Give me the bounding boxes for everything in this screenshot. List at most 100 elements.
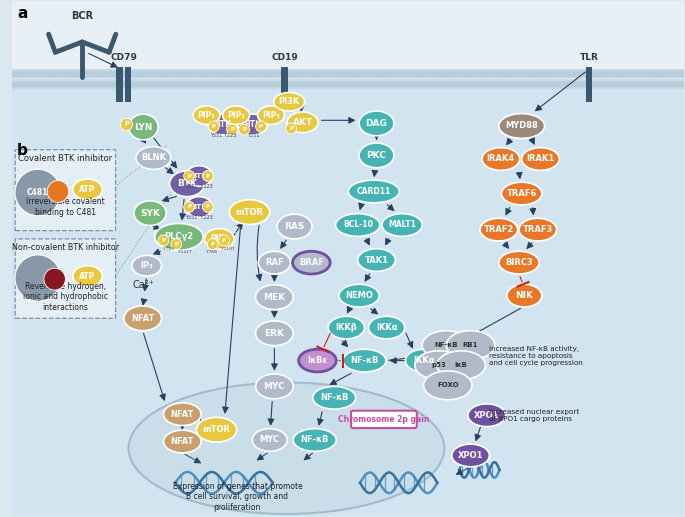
- Circle shape: [366, 81, 375, 89]
- Circle shape: [401, 81, 409, 89]
- Text: PKC: PKC: [366, 151, 386, 160]
- Bar: [12, 1, 684, 86]
- Ellipse shape: [452, 444, 489, 467]
- Circle shape: [52, 70, 60, 79]
- Circle shape: [484, 70, 493, 79]
- Circle shape: [126, 70, 134, 79]
- Circle shape: [396, 81, 404, 89]
- Circle shape: [494, 81, 502, 89]
- Ellipse shape: [134, 201, 166, 225]
- Circle shape: [381, 70, 389, 79]
- Circle shape: [464, 70, 473, 79]
- Circle shape: [543, 70, 551, 79]
- Circle shape: [214, 70, 223, 79]
- Text: BCR: BCR: [71, 11, 93, 21]
- Text: NFAT: NFAT: [131, 314, 154, 323]
- Circle shape: [567, 70, 575, 79]
- Text: P: P: [174, 241, 178, 247]
- Ellipse shape: [501, 182, 542, 205]
- Circle shape: [77, 70, 85, 79]
- Circle shape: [538, 70, 546, 79]
- Circle shape: [489, 81, 497, 89]
- Text: IKKβ: IKKβ: [336, 323, 357, 332]
- Ellipse shape: [258, 251, 290, 274]
- Text: MYC: MYC: [260, 435, 279, 445]
- Circle shape: [136, 81, 144, 89]
- Circle shape: [651, 81, 659, 89]
- Text: CD79: CD79: [110, 53, 137, 62]
- Circle shape: [371, 81, 379, 89]
- Circle shape: [303, 81, 311, 89]
- Circle shape: [616, 81, 625, 89]
- Text: IκBε: IκBε: [308, 356, 327, 365]
- Circle shape: [440, 70, 448, 79]
- Circle shape: [445, 81, 453, 89]
- Circle shape: [136, 70, 144, 79]
- Circle shape: [72, 81, 80, 89]
- Text: PLCγ2: PLCγ2: [164, 232, 194, 241]
- Circle shape: [268, 81, 276, 89]
- Circle shape: [126, 81, 134, 89]
- Bar: [125, 67, 132, 102]
- Circle shape: [455, 70, 463, 79]
- Text: MYD88: MYD88: [506, 121, 538, 130]
- Circle shape: [244, 70, 252, 79]
- Circle shape: [273, 70, 282, 79]
- Circle shape: [342, 70, 350, 79]
- Circle shape: [543, 81, 551, 89]
- Ellipse shape: [312, 386, 356, 409]
- Circle shape: [401, 70, 409, 79]
- Circle shape: [106, 81, 114, 89]
- Circle shape: [592, 70, 600, 79]
- Circle shape: [52, 81, 60, 89]
- Circle shape: [626, 70, 634, 79]
- Ellipse shape: [252, 429, 287, 451]
- Circle shape: [42, 70, 51, 79]
- Circle shape: [386, 70, 394, 79]
- Circle shape: [474, 81, 482, 89]
- Circle shape: [425, 70, 434, 79]
- Bar: [116, 67, 123, 102]
- Circle shape: [391, 81, 399, 89]
- Text: XPO1: XPO1: [458, 451, 484, 460]
- Text: NF-κB: NF-κB: [350, 356, 379, 365]
- Circle shape: [170, 70, 178, 79]
- Circle shape: [28, 70, 36, 79]
- Circle shape: [180, 70, 188, 79]
- Circle shape: [47, 81, 55, 89]
- Text: TAK1: TAK1: [364, 255, 388, 265]
- Text: P: P: [162, 238, 166, 243]
- Circle shape: [67, 81, 75, 89]
- Circle shape: [140, 81, 149, 89]
- Text: mTOR: mTOR: [236, 208, 264, 217]
- Text: NFAT: NFAT: [171, 409, 194, 419]
- Circle shape: [410, 81, 419, 89]
- Circle shape: [253, 70, 262, 79]
- Circle shape: [621, 70, 630, 79]
- Ellipse shape: [256, 321, 293, 346]
- Circle shape: [455, 81, 463, 89]
- Circle shape: [184, 171, 195, 181]
- Text: mTOR: mTOR: [203, 425, 231, 434]
- Circle shape: [558, 70, 566, 79]
- Ellipse shape: [164, 430, 201, 453]
- Circle shape: [460, 81, 468, 89]
- Ellipse shape: [336, 214, 380, 236]
- Circle shape: [28, 81, 36, 89]
- Circle shape: [131, 70, 139, 79]
- Circle shape: [312, 70, 321, 79]
- Bar: [281, 67, 288, 102]
- Circle shape: [190, 70, 198, 79]
- Circle shape: [165, 70, 173, 79]
- Text: Increased nuclear export
of XPO1 cargo proteins: Increased nuclear export of XPO1 cargo p…: [489, 409, 580, 422]
- Circle shape: [587, 81, 595, 89]
- Text: NF-κB: NF-κB: [320, 393, 349, 402]
- Ellipse shape: [193, 106, 220, 125]
- Circle shape: [131, 81, 139, 89]
- Text: DAG: DAG: [366, 119, 388, 128]
- Circle shape: [376, 81, 384, 89]
- Ellipse shape: [447, 331, 495, 359]
- Circle shape: [210, 70, 218, 79]
- Circle shape: [592, 81, 600, 89]
- Text: P: P: [289, 126, 293, 131]
